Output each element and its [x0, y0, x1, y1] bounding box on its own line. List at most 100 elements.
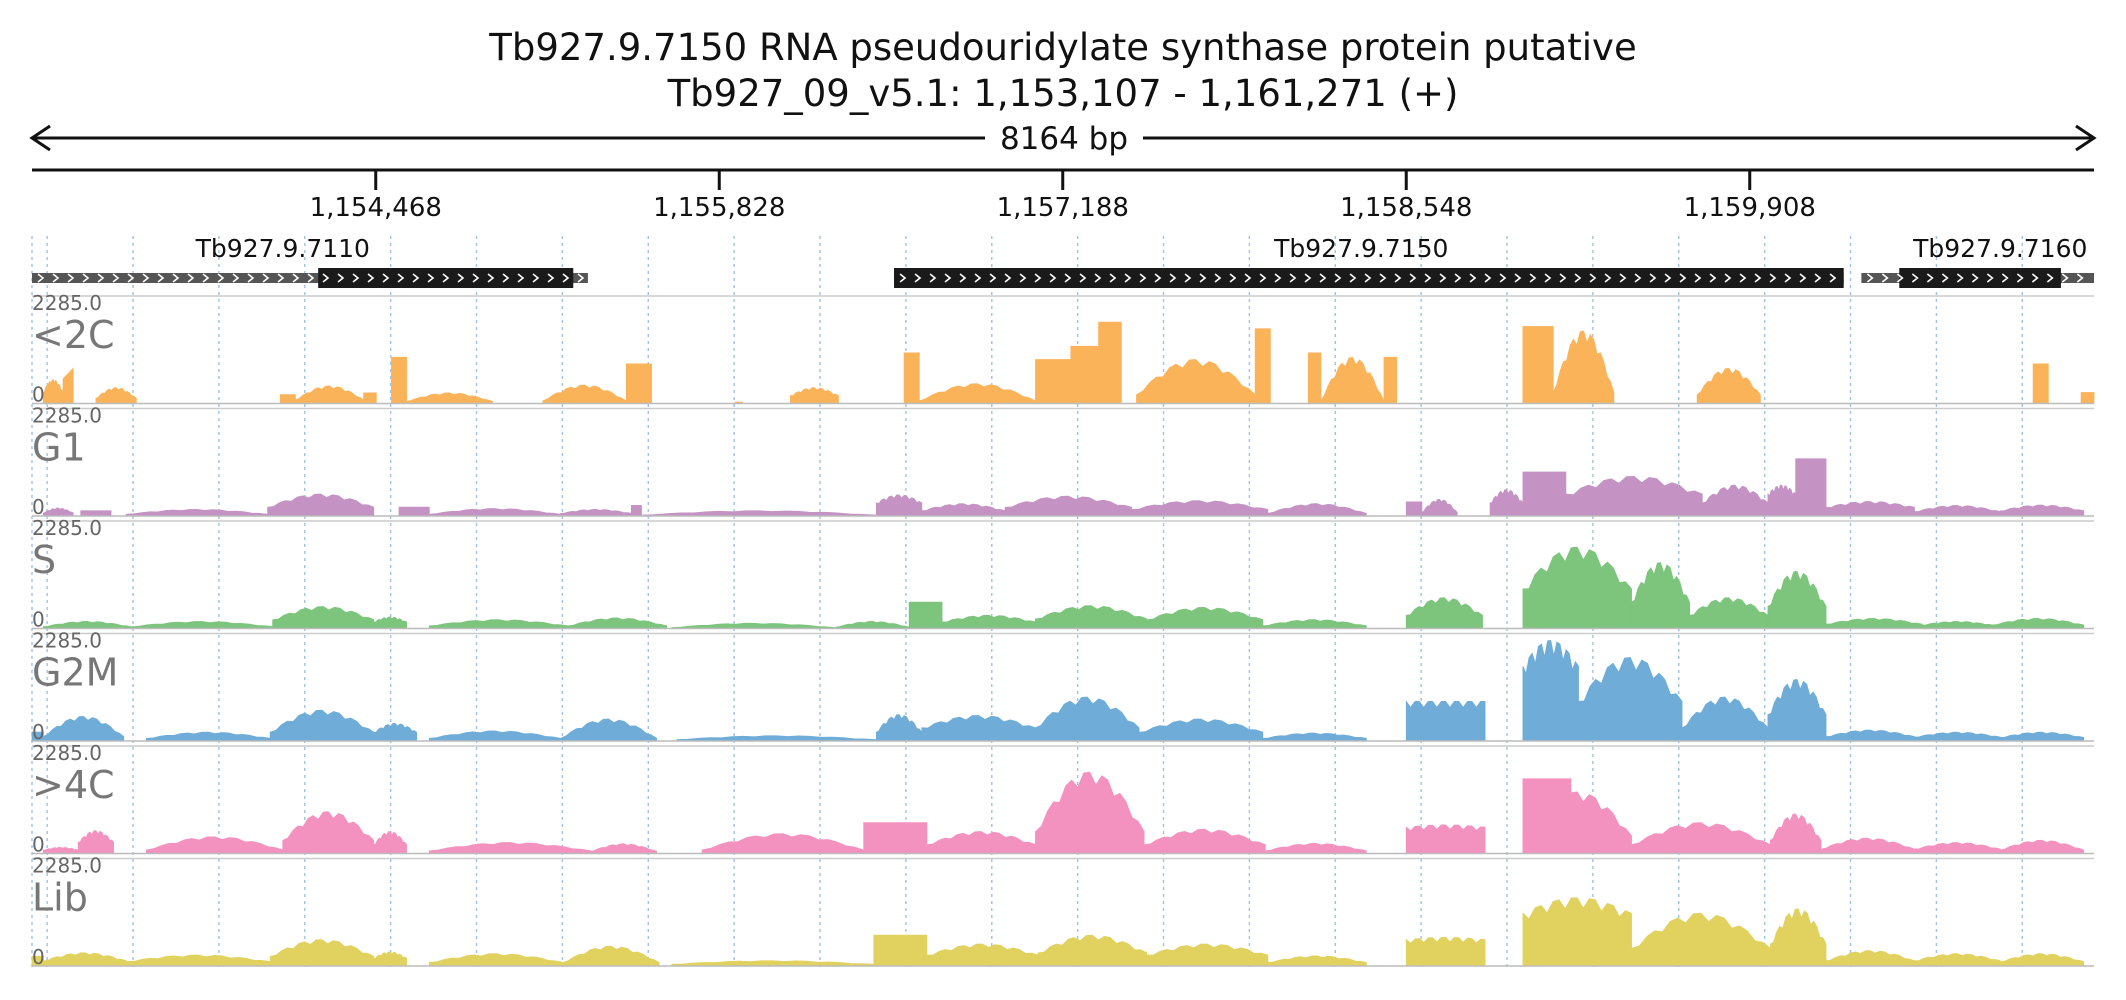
coverage-segment [42, 952, 127, 967]
coverage-segment [1767, 678, 1827, 742]
coverage-segment [941, 614, 1036, 629]
gene-label: Tb927.9.7160 [1912, 234, 2087, 263]
coverage-segment [1914, 505, 2001, 517]
track-name: S [32, 538, 56, 582]
coverage-segment [1914, 953, 2001, 967]
coverage-segment [1004, 495, 1132, 517]
coverage-segment [373, 616, 407, 629]
track-scale-min: 0 [32, 720, 45, 744]
coverage-segment [1262, 732, 1367, 742]
coverage-segment [398, 506, 430, 517]
coverage-segment [560, 509, 632, 517]
coverage-segment [560, 718, 658, 742]
coverage-segment [42, 846, 79, 854]
coverage-segment [1552, 330, 1615, 404]
coverage-segment [279, 394, 296, 404]
span-arrow: 8164 bp [29, 121, 2097, 157]
coverage-segment [1767, 484, 1797, 517]
coverage-segment [42, 507, 74, 517]
coverage-segment [1405, 700, 1486, 742]
coverage-segment [1914, 731, 2001, 742]
coverage-segment [1681, 696, 1769, 742]
coverage-segment [567, 617, 668, 629]
arrow-right-icon [2075, 124, 2097, 152]
strand-chevrons [899, 273, 1837, 283]
coverage-segment [1383, 356, 1398, 404]
gene-Tb927.9.7160[interactable]: Tb927.9.7160 [1861, 234, 2094, 288]
coverage-segment [1770, 908, 1827, 967]
coverage-segment [373, 722, 418, 742]
coverage-tracks: 2285.00<2C2285.00G12285.00S2285.00G2M228… [31, 291, 2095, 969]
coverage-segment [373, 831, 407, 854]
coverage-segment [1405, 824, 1486, 854]
coverage-segment [863, 822, 903, 854]
coverage-segment [295, 385, 365, 404]
track-scale-max: 2285.0 [32, 516, 102, 540]
track-scale-min: 0 [32, 383, 45, 407]
coverage-segment [77, 830, 114, 854]
coverage-segment [1136, 359, 1256, 404]
track-5: 2285.0 0 >4C [32, 741, 2094, 857]
coverage-segment [269, 939, 375, 967]
track-scale-max: 2285.0 [32, 741, 102, 765]
coverage-segment [1146, 606, 1264, 629]
chart-subtitle: Tb927_09_v5.1: 1,153,107 - 1,161,271 (+) [667, 72, 1459, 115]
coverage-segment [1825, 501, 1915, 517]
coverage-segment [1489, 489, 1524, 517]
coverage-segment [875, 494, 923, 517]
coverage-segment [1696, 367, 1761, 404]
gene-track: Tb927.9.7110 Tb927.9.7150 Tb927.9.7160 [32, 234, 2094, 288]
coverage-segment [42, 379, 64, 404]
coverage-segment [641, 510, 877, 517]
coverage-segment [1770, 813, 1822, 854]
coverage-segment [1146, 943, 1269, 967]
track-scale-max: 2285.0 [32, 629, 102, 653]
coverage-segment [921, 715, 1036, 742]
track-4: 2285.0 0 G2M [31, 629, 2094, 744]
gene-Tb927.9.7110[interactable]: Tb927.9.7110 [32, 234, 588, 288]
coverage-segment [676, 735, 877, 742]
coverage-segment [1522, 546, 1632, 629]
coverage-segment [1070, 345, 1100, 404]
coverage-segment [1701, 484, 1769, 517]
coverage-segment [125, 954, 271, 967]
coverage-segment [921, 503, 1006, 517]
tick-label: 1,158,548 [1340, 193, 1472, 223]
coverage-segment [1320, 356, 1385, 404]
track-scale-min: 0 [32, 833, 45, 857]
track-scale-min: 0 [32, 495, 45, 519]
track-name: G2M [32, 651, 118, 695]
coverage-segment [1825, 950, 1915, 967]
coverage-segment [1405, 597, 1483, 629]
coverage-segment [1035, 771, 1145, 854]
coverage-segment [1914, 842, 2001, 854]
track-name: >4C [32, 763, 115, 807]
coverage-segment [1578, 657, 1683, 742]
coverage-segment [42, 621, 132, 629]
coverage-segment [1421, 498, 1458, 517]
track-name: Lib [32, 876, 88, 920]
coverage-segment [1999, 839, 2085, 854]
coverage-segment [1825, 617, 1923, 629]
tick-label: 1,157,188 [997, 193, 1129, 223]
coverage-segment [428, 619, 569, 629]
coverage-segment [125, 509, 269, 517]
gene-Tb927.9.7150[interactable]: Tb927.9.7150 [894, 234, 1844, 288]
coverage-segment [428, 730, 562, 742]
coverage-segment [1992, 617, 2085, 629]
coverage-segment [1825, 729, 1915, 742]
track-1: 2285.0 0 <2C [32, 291, 2095, 407]
track-scale-max: 2285.0 [32, 854, 102, 878]
coverage-segment [790, 387, 839, 404]
coverage-segment [1522, 326, 1554, 404]
tick-label: 1,154,468 [310, 193, 442, 223]
coverage-segment [1631, 822, 1771, 854]
coverage-segment [630, 505, 642, 517]
coverage-segment [1522, 897, 1632, 967]
coverage-segment [1631, 562, 1691, 629]
coverage-segment [428, 508, 562, 517]
coverage-segment [269, 709, 375, 742]
coverage-segment [1999, 731, 2085, 742]
coverage-segment [1143, 828, 1266, 854]
coverage-segment [590, 843, 658, 854]
